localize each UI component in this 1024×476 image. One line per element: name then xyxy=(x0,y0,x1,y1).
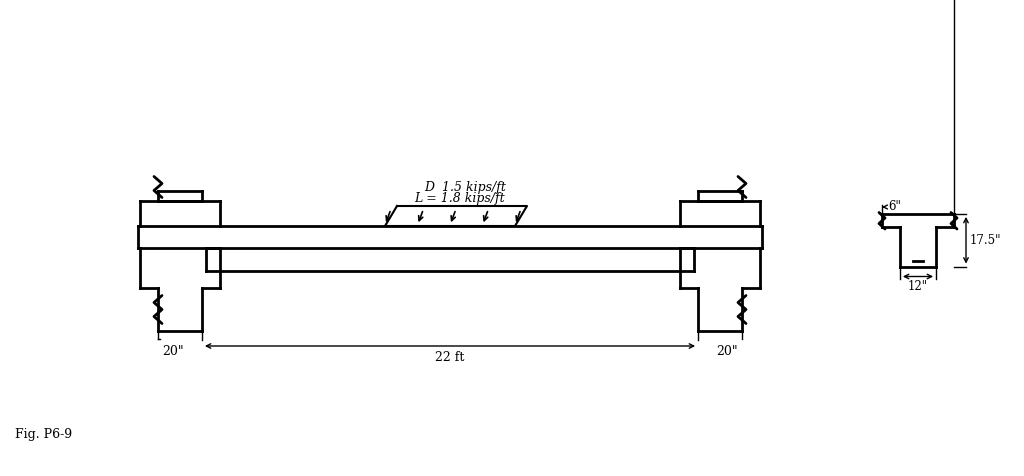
Text: 12": 12" xyxy=(908,280,928,294)
Text: D  1.5 kips/ft: D 1.5 kips/ft xyxy=(424,181,506,194)
Text: Fig. P6-9: Fig. P6-9 xyxy=(15,428,72,441)
Text: L = 1.8 kips/ft: L = 1.8 kips/ft xyxy=(415,192,505,205)
Text: 6": 6" xyxy=(888,200,901,214)
Text: 20": 20" xyxy=(717,345,738,358)
Text: 17.5": 17.5" xyxy=(970,234,1001,247)
Text: 20": 20" xyxy=(162,345,183,358)
Text: 22 ft: 22 ft xyxy=(435,351,465,364)
